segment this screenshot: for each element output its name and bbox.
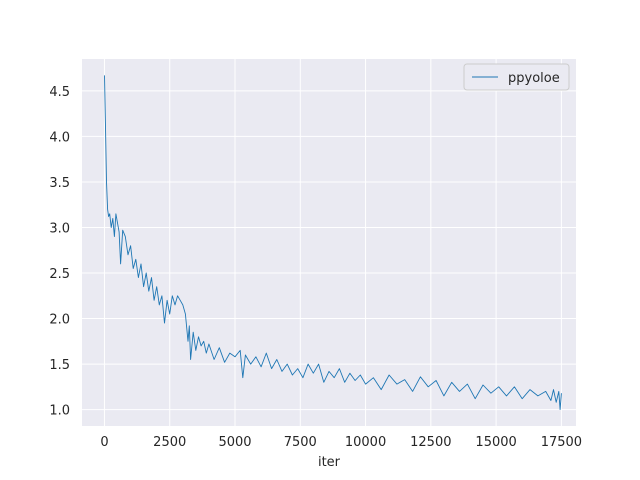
x-tick-label: 15000 xyxy=(475,435,516,450)
y-tick-label: 1.5 xyxy=(49,358,70,373)
x-tick-label: 10000 xyxy=(345,435,386,450)
legend-entry-ppyoloe: ppyoloe xyxy=(508,71,560,86)
plot-background xyxy=(82,59,576,426)
x-tick-label: 5000 xyxy=(218,435,251,450)
series-layer xyxy=(104,75,562,411)
x-axis-label: iter xyxy=(318,455,341,470)
x-tick-label: 7500 xyxy=(284,435,317,450)
y-tick-label: 4.5 xyxy=(49,85,70,100)
y-tick-label: 2.0 xyxy=(49,313,70,328)
x-axis-ticks: 0 2500 5000 7500 10000 12500 15000 17500 xyxy=(100,435,582,450)
y-axis-ticks: 1.0 1.5 2.0 2.5 3.0 3.5 4.0 4.5 xyxy=(49,85,70,419)
y-tick-label: 3.5 xyxy=(49,176,70,191)
legend-box xyxy=(463,63,570,91)
y-tick-label: 4.0 xyxy=(49,130,70,145)
grid-lines xyxy=(82,59,576,426)
y-tick-label: 2.5 xyxy=(49,267,70,282)
y-tick-label: 1.0 xyxy=(49,404,70,419)
x-tick-label: 2500 xyxy=(153,435,186,450)
x-tick-label: 0 xyxy=(100,435,108,450)
x-tick-label: 17500 xyxy=(541,435,582,450)
y-tick-label: 3.0 xyxy=(49,221,70,236)
series-line-ppyoloe xyxy=(104,75,562,411)
legend: ppyoloe xyxy=(463,63,570,91)
x-tick-label: 12500 xyxy=(410,435,451,450)
